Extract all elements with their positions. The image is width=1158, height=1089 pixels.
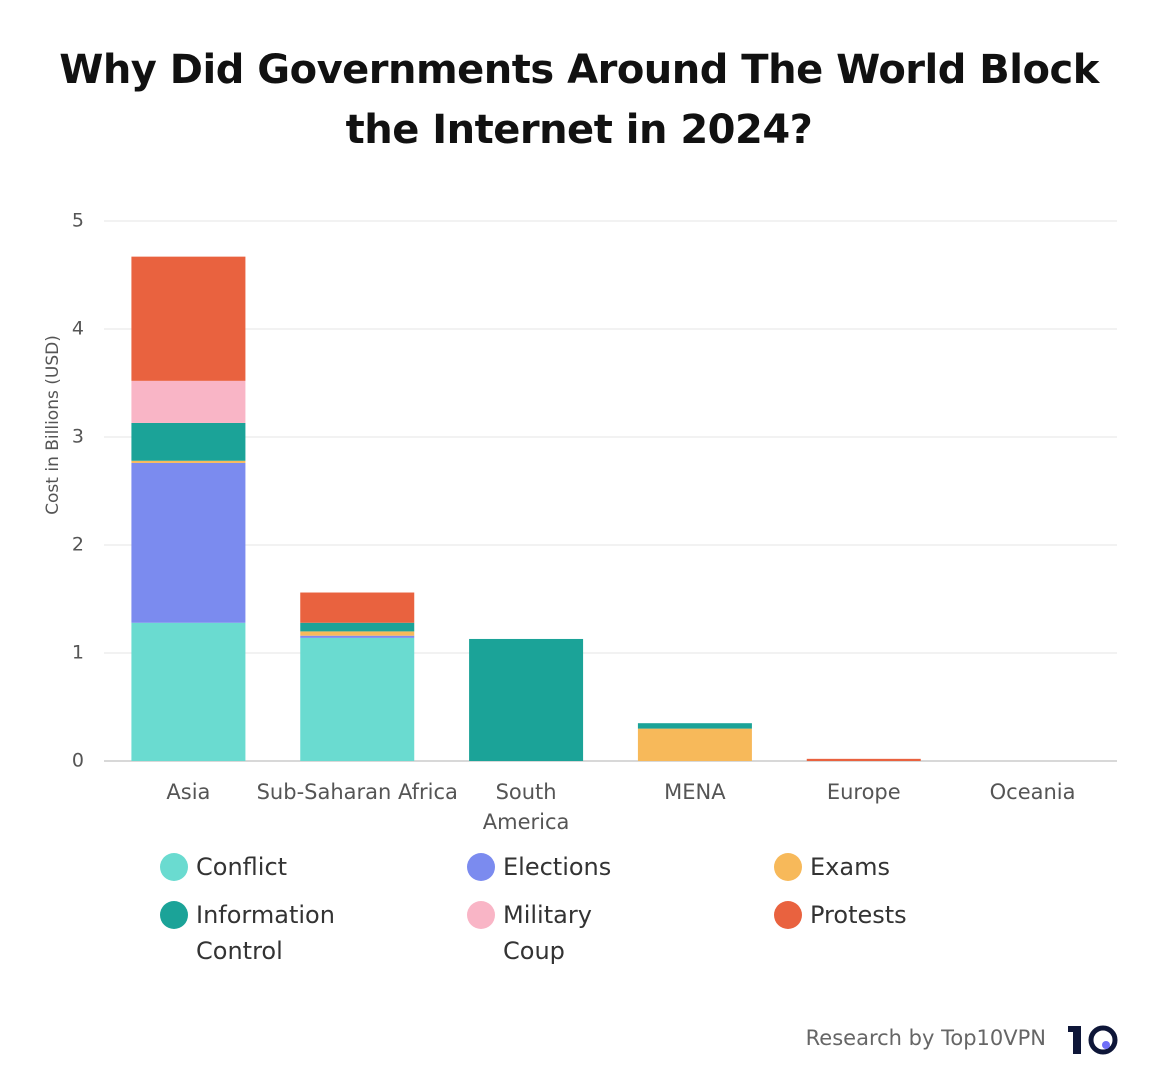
y-tick-label: 4: [72, 318, 84, 340]
source-note: Research by Top10VPN: [805, 1026, 1046, 1050]
bar-segment: [637, 723, 752, 729]
bar-segment: [131, 622, 246, 761]
bar-segment: [637, 728, 752, 761]
bar-segment: [131, 380, 246, 423]
bar-segment: [806, 758, 921, 761]
bar-segment: [300, 635, 415, 638]
x-tick-label: Sub-Saharan Africa: [256, 780, 458, 804]
bar-segment: [300, 592, 415, 623]
x-tick-label: MENA: [664, 780, 726, 804]
legend-entry: Elections: [467, 849, 653, 885]
legend-swatch: [774, 853, 802, 881]
x-tick-label: South America: [482, 780, 570, 834]
legend-swatch: [160, 901, 188, 929]
legend-swatch: [467, 853, 495, 881]
bar-segment: [131, 462, 246, 623]
legend-entry: Conflict: [160, 849, 346, 885]
y-tick-label: 5: [72, 210, 84, 232]
bar-segment: [131, 460, 246, 463]
x-tick-label: Europe: [826, 780, 901, 804]
y-tick-label: 0: [72, 750, 84, 772]
bar-segment: [300, 622, 415, 632]
y-tick-label: 3: [72, 426, 84, 448]
legend-entry: Protests: [774, 897, 960, 933]
x-tick-label: Oceania: [989, 780, 1076, 804]
legend-entry: Military Coup: [467, 897, 653, 969]
y-axis-title: Cost in Billions (USD): [43, 335, 63, 515]
y-tick-label: 1: [72, 642, 84, 664]
legend-swatch: [160, 853, 188, 881]
bar-segment: [300, 631, 415, 636]
bar-segment: [469, 638, 584, 761]
bar-segment: [131, 422, 246, 461]
chart-title: Why Did Governments Around The World Blo…: [59, 47, 1099, 153]
bar-segment: [131, 256, 246, 381]
y-tick-label: 2: [72, 534, 84, 556]
legend-entry: Exams: [774, 849, 960, 885]
x-tick-label: Asia: [166, 780, 211, 804]
legend-swatch: [774, 901, 802, 929]
legend-swatch: [467, 901, 495, 929]
legend-entry: Information Control: [160, 897, 346, 969]
bar-segment: [300, 637, 415, 761]
logo: [1068, 1025, 1118, 1055]
